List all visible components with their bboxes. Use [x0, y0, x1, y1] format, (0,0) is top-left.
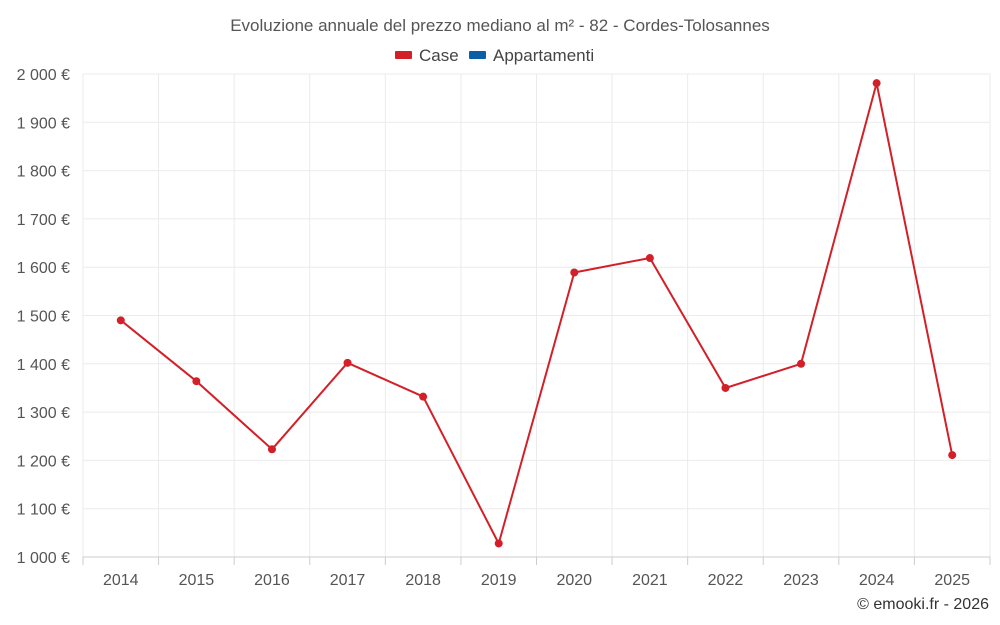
data-point[interactable] [192, 377, 201, 386]
x-axis-tick-labels: 2014 2015 2016 2017 2018 2019 2020 2021 2022 2023… [82, 557, 991, 589]
legend-item-appartamenti[interactable]: Appartamenti [469, 46, 594, 65]
legend-swatch-case [395, 51, 412, 59]
x-tick-label: 2021 [632, 572, 668, 589]
legend: Case Appartamenti [395, 46, 594, 65]
x-tick-label: 2018 [405, 572, 441, 589]
x-tick-label: 2017 [330, 572, 366, 589]
legend-item-case[interactable]: Case [395, 46, 459, 65]
data-point[interactable] [419, 392, 428, 401]
y-tick-label: 1 900 € [17, 115, 70, 132]
legend-label-appartamenti: Appartamenti [493, 46, 594, 65]
x-tick-label: 2023 [783, 572, 819, 589]
x-gridlines [82, 74, 991, 557]
x-tick-label: 2014 [103, 572, 139, 589]
data-point[interactable] [872, 79, 881, 88]
data-point[interactable] [267, 445, 276, 454]
data-point[interactable] [645, 254, 654, 263]
y-tick-label: 1 000 € [17, 550, 70, 567]
data-point[interactable] [797, 359, 806, 368]
y-tick-label: 1 100 € [17, 502, 70, 519]
x-tick-label: 2022 [708, 572, 744, 589]
x-tick-label: 2020 [556, 572, 592, 589]
x-tick-label: 2024 [859, 572, 895, 589]
legend-label-case: Case [419, 46, 459, 65]
x-tick-label: 2016 [254, 572, 290, 589]
y-axis-tick-labels: 1 000 € 1 100 € 1 200 € 1 300 € 1 400 € 1 500… [17, 67, 70, 567]
x-tick-label: 2019 [481, 572, 517, 589]
y-tick-label: 2 000 € [17, 67, 70, 84]
series-line-case [120, 82, 954, 545]
credit-text: © emooki.fr - 2026 [857, 596, 989, 613]
x-tick-label: 2025 [934, 572, 970, 589]
data-point[interactable] [570, 268, 579, 277]
data-point[interactable] [116, 316, 125, 325]
series-points-case [116, 79, 957, 548]
data-point[interactable] [721, 383, 730, 392]
y-tick-label: 1 200 € [17, 453, 70, 470]
legend-swatch-appartamenti [469, 51, 486, 59]
y-tick-label: 1 600 € [17, 260, 70, 277]
y-tick-label: 1 400 € [17, 357, 70, 374]
y-tick-label: 1 500 € [17, 309, 70, 326]
chart-title: Evoluzione annuale del prezzo mediano al… [230, 16, 770, 35]
y-tick-label: 1 800 € [17, 164, 70, 181]
data-point[interactable] [494, 539, 503, 548]
y-tick-label: 1 700 € [17, 212, 70, 229]
data-point[interactable] [948, 451, 957, 460]
data-point[interactable] [343, 358, 352, 367]
x-tick-label: 2015 [179, 572, 215, 589]
y-tick-label: 1 300 € [17, 405, 70, 422]
